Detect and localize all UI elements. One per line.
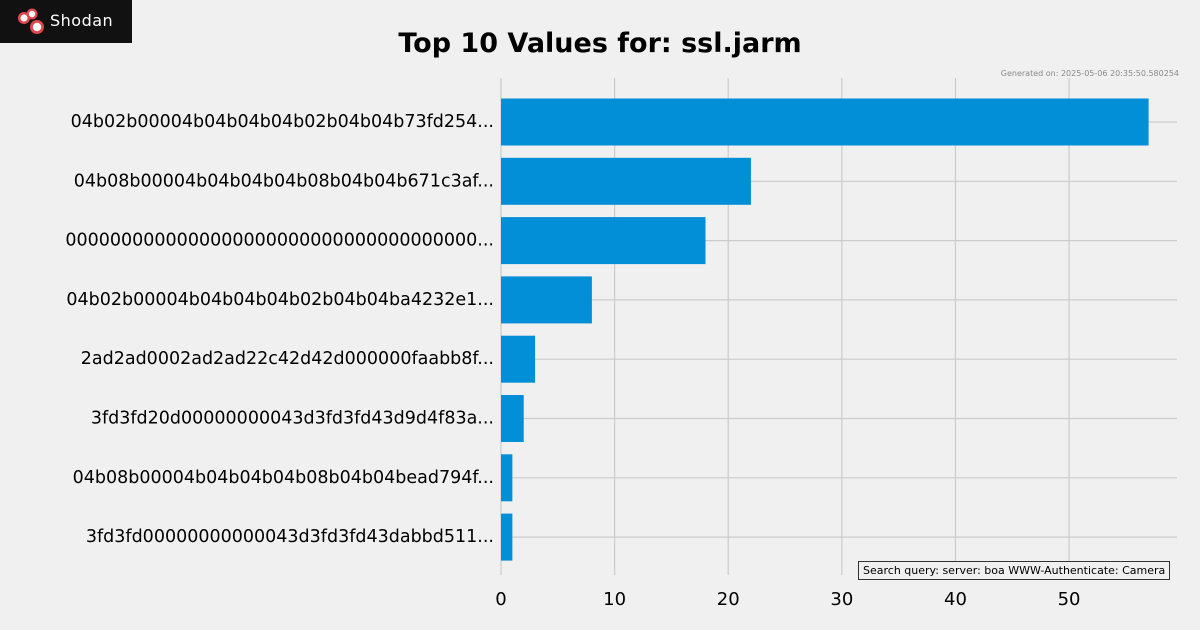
- bar-3: [501, 276, 592, 324]
- x-tick-label-0: 0: [495, 589, 506, 610]
- search-query-box: Search query: server: boa WWW-Authentica…: [858, 561, 1171, 580]
- bar-2: [501, 217, 706, 265]
- shodan-logo-text: Shodan: [50, 11, 114, 30]
- bar-6: [501, 454, 513, 502]
- category-label-0: 04b02b00004b04b04b04b02b04b04b73fd254...: [71, 112, 494, 132]
- generated-timestamp: Generated on: 2025-05-06 20:35:50.580254: [1000, 69, 1179, 78]
- x-tick-label-2: 20: [717, 589, 740, 610]
- x-tick-label-5: 50: [1058, 589, 1081, 610]
- chart-grid: [500, 78, 1177, 575]
- category-label-5: 3fd3fd20d00000000043d3fd3fd43d9d4f83a...: [91, 409, 494, 429]
- bar-4: [501, 335, 536, 383]
- category-label-7: 3fd3fd00000000000043d3fd3fd43dabbd511...: [86, 527, 494, 547]
- x-tick-label-1: 10: [603, 589, 626, 610]
- x-tick-labels: 0 10 20 30 40 50: [495, 589, 1080, 610]
- category-labels: 04b02b00004b04b04b04b02b04b04b73fd254...…: [65, 112, 494, 547]
- bar-7: [501, 513, 513, 561]
- bar-1: [501, 157, 751, 205]
- shodan-logo[interactable]: Shodan: [0, 0, 132, 43]
- chart-bars: [501, 98, 1149, 561]
- x-tick-label-3: 30: [830, 589, 853, 610]
- category-label-2: 0000000000000000000000000000000000000...: [65, 231, 494, 251]
- category-label-1: 04b08b00004b04b04b04b08b04b04b671c3af...: [74, 171, 494, 191]
- category-label-4: 2ad2ad0002ad2ad22c42d42d000000faabb8f...: [81, 349, 494, 369]
- bar-5: [501, 395, 524, 442]
- category-label-6: 04b08b00004b04b04b04b08b04b04bead794f...: [73, 468, 494, 488]
- bar-0: [501, 98, 1149, 146]
- shodan-logo-icon: [18, 8, 44, 34]
- x-tick-label-4: 40: [944, 589, 967, 610]
- category-label-3: 04b02b00004b04b04b04b02b04b04ba4232e1...: [66, 290, 494, 310]
- chart-title: Top 10 Values for: ssl.jarm: [398, 28, 802, 59]
